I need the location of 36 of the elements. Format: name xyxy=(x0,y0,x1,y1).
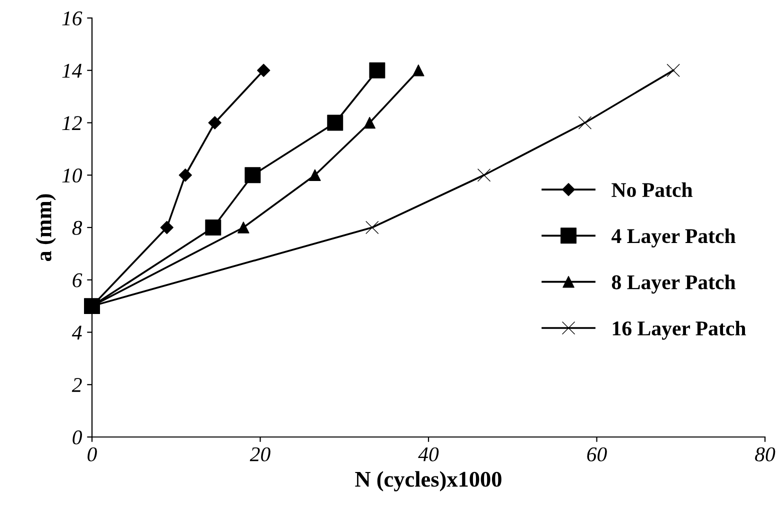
y-tick-label: 16 xyxy=(62,11,82,26)
point xyxy=(309,169,321,182)
point xyxy=(412,64,424,76)
x-tick-label: 20 xyxy=(250,447,270,462)
point xyxy=(257,64,270,77)
y-tick-label: 8 xyxy=(72,220,82,235)
x-tick-label: 60 xyxy=(587,447,607,462)
y-tick-label: 12 xyxy=(62,116,82,130)
y-tick-label: 2 xyxy=(72,378,82,392)
point xyxy=(244,167,261,184)
legend-label: No Patch xyxy=(612,182,692,198)
legend-label: 4 Layer Patch xyxy=(612,228,736,248)
point xyxy=(369,62,386,78)
point xyxy=(208,116,222,130)
x-axis-title: N (cycles)x1000 xyxy=(355,471,502,492)
point xyxy=(238,222,250,234)
point xyxy=(364,116,376,129)
y-tick-label: 0 xyxy=(72,430,82,444)
x-tick-label: 40 xyxy=(418,447,439,462)
point xyxy=(205,220,222,236)
point xyxy=(178,168,192,182)
legend-label: 16 Layer Patch xyxy=(612,320,746,340)
legend-label: 8 Layer Patch xyxy=(612,274,736,294)
point xyxy=(160,220,174,234)
x-tick-label: 80 xyxy=(755,447,776,462)
y-axis-title: a (mm) xyxy=(36,194,56,262)
y-tick-label: 6 xyxy=(72,273,82,288)
y-tick-label: 4 xyxy=(72,326,82,340)
x-tick-label: 0 xyxy=(88,447,97,462)
y-tick-label: 10 xyxy=(62,168,82,183)
point xyxy=(327,114,344,131)
point xyxy=(477,168,491,182)
point xyxy=(666,64,680,77)
point xyxy=(366,220,379,234)
y-tick-label: 14 xyxy=(62,64,82,78)
point xyxy=(578,116,592,130)
